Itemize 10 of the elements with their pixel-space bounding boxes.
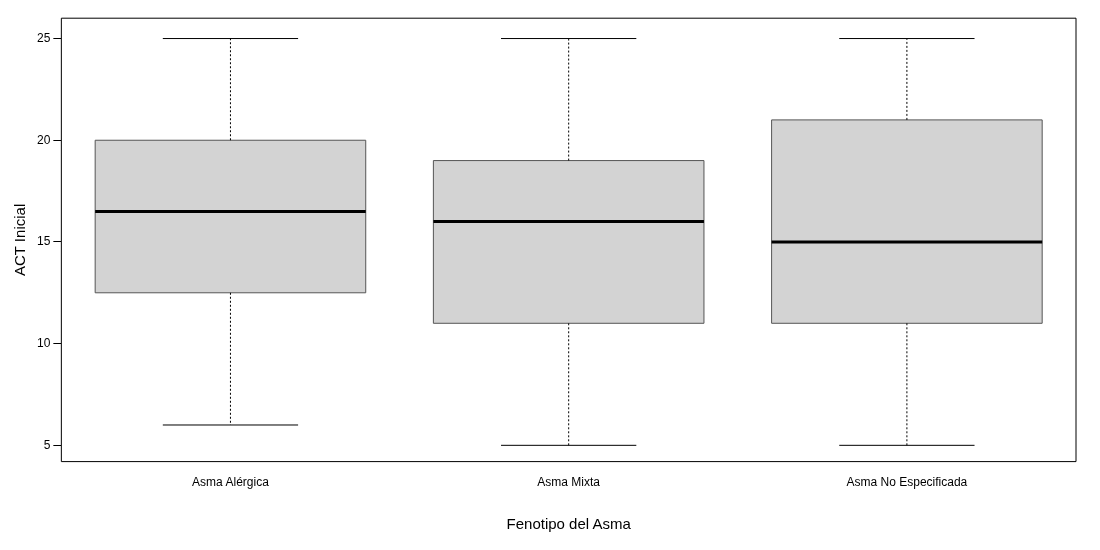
y-tick-label: 25 xyxy=(36,30,51,45)
y-axis-title: ACT Inicial xyxy=(11,203,29,277)
y-tick-label: 10 xyxy=(36,335,51,350)
y-tick-label: 20 xyxy=(36,132,51,147)
x-tick-label: Asma Mixta xyxy=(537,475,601,490)
x-tick-label: Asma No Especificada xyxy=(846,475,968,490)
y-tick-label: 15 xyxy=(36,234,51,249)
y-tick-label: 5 xyxy=(43,437,51,452)
x-tick-label: Asma Alérgica xyxy=(192,475,270,490)
x-axis-title: Fenotipo del Asma xyxy=(506,515,632,533)
